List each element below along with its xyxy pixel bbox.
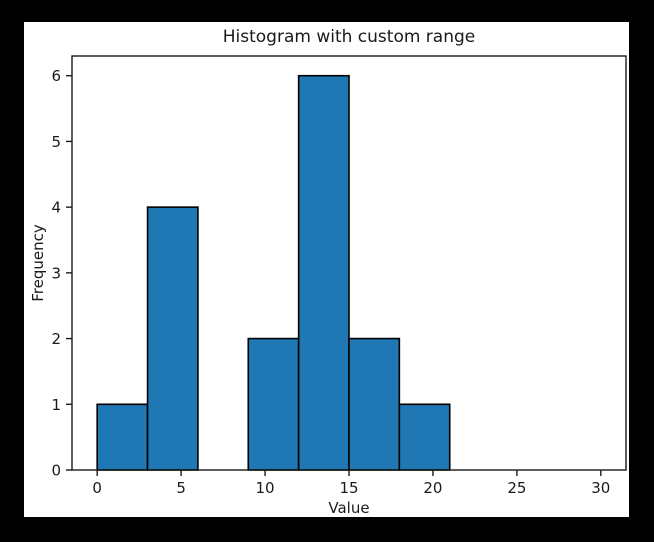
x-tick-label: 25: [507, 479, 526, 497]
histogram-plot: 0 5 10 15 20 25 30 0 1 2 3 4 5 6: [51, 55, 627, 497]
y-tick-label: 3: [51, 264, 61, 282]
x-tick-label: 30: [591, 479, 610, 497]
y-tick-label: 1: [51, 396, 61, 414]
y-tick-label: 4: [51, 199, 61, 217]
x-axis-label: Value: [328, 499, 370, 517]
x-tick-label: 10: [256, 479, 275, 497]
y-tick-label: 2: [51, 330, 61, 348]
histogram-bar: [247, 337, 300, 471]
histogram-bar: [96, 403, 149, 471]
histogram-bar: [398, 403, 451, 471]
y-tick-label: 6: [51, 67, 61, 85]
histogram-bar: [146, 206, 199, 471]
histogram-bar: [348, 337, 401, 471]
x-tick-label: 15: [339, 479, 358, 497]
y-tick-label: 0: [51, 462, 61, 480]
figure-canvas: 0 5 10 15 20 25 30 0 1 2 3 4 5 6 Histogram with custo…: [24, 22, 629, 517]
histogram-bar: [297, 74, 350, 471]
y-axis-label: Frequency: [29, 224, 47, 302]
x-tick-label: 5: [176, 479, 186, 497]
x-tick-label: 20: [423, 479, 442, 497]
chart-title: Histogram with custom range: [222, 27, 476, 47]
y-tick-label: 5: [51, 133, 61, 151]
x-tick-label: 0: [92, 479, 102, 497]
